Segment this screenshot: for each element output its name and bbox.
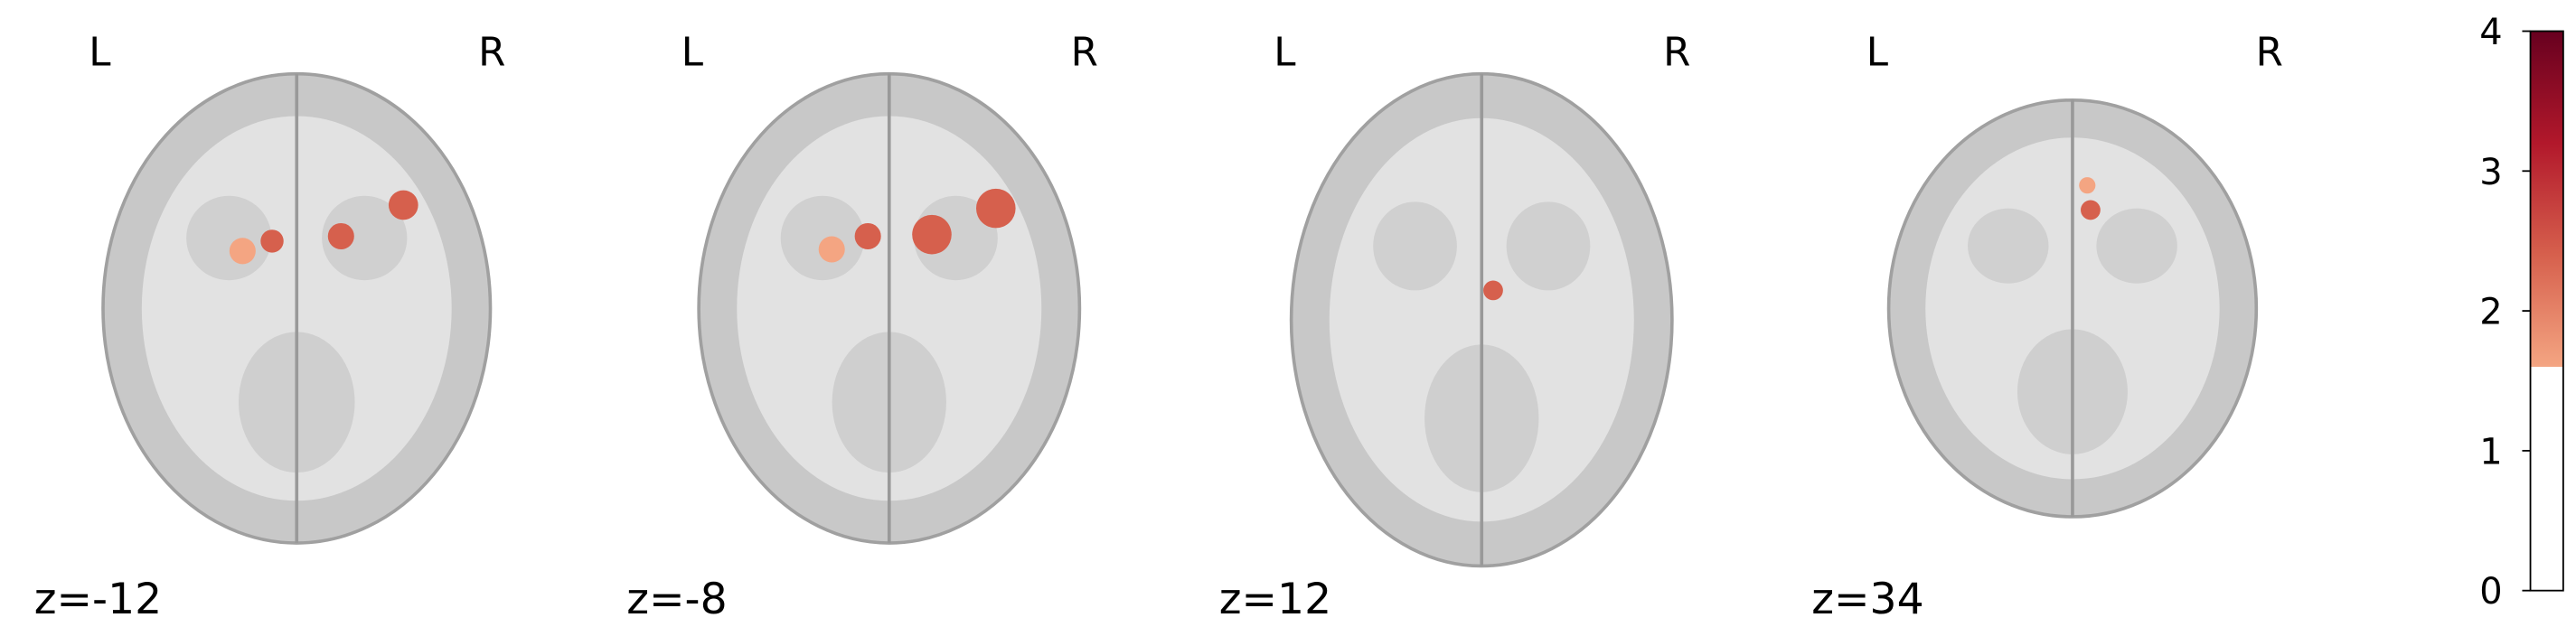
brain-slice [101, 71, 493, 545]
activation-blob [260, 229, 284, 253]
right-label: R [1663, 31, 1690, 76]
activation-blob [2079, 177, 2096, 194]
left-label: L [1866, 31, 1889, 76]
activation-blob [818, 236, 845, 263]
colorbar-gradient [2530, 31, 2563, 368]
colorbar-tick-label: 3 [2479, 152, 2502, 193]
right-label: R [1071, 31, 1098, 76]
activation-blob [854, 222, 881, 249]
activation-blob [2081, 200, 2101, 220]
brain-slice [697, 71, 1082, 545]
activation-blob [229, 238, 256, 265]
activation-blob [327, 222, 354, 249]
colorbar-tick-label: 4 [2479, 12, 2502, 53]
slice-label: z=12 [1219, 575, 1331, 623]
gray-matter [322, 195, 408, 281]
gray-matter [2096, 208, 2177, 284]
slice-label: z=34 [1811, 575, 1923, 623]
left-label: L [1274, 31, 1296, 76]
slice-label: z=-8 [626, 575, 727, 623]
brain-slice [1886, 98, 2259, 519]
gray-matter [1506, 201, 1591, 291]
gray-matter [186, 195, 272, 281]
colorbar-tick-label: 2 [2479, 292, 2502, 333]
gray-matter [1373, 201, 1457, 291]
colorbar-below-threshold [2530, 367, 2563, 591]
activation-blob [388, 190, 418, 220]
slice-label: z=-12 [34, 575, 162, 623]
colorbar-tick-label: 1 [2479, 431, 2502, 473]
activation-blob [912, 214, 952, 255]
gray-matter [780, 195, 865, 281]
activation-blob [976, 188, 1016, 229]
right-label: R [2256, 31, 2283, 76]
colorbar-tick-label: 0 [2479, 571, 2502, 613]
activation-blob [1483, 280, 1503, 301]
gray-matter [1968, 208, 2049, 284]
left-label: L [89, 31, 111, 76]
left-label: L [682, 31, 704, 76]
brain-slice [1289, 71, 1674, 568]
right-label: R [478, 31, 505, 76]
